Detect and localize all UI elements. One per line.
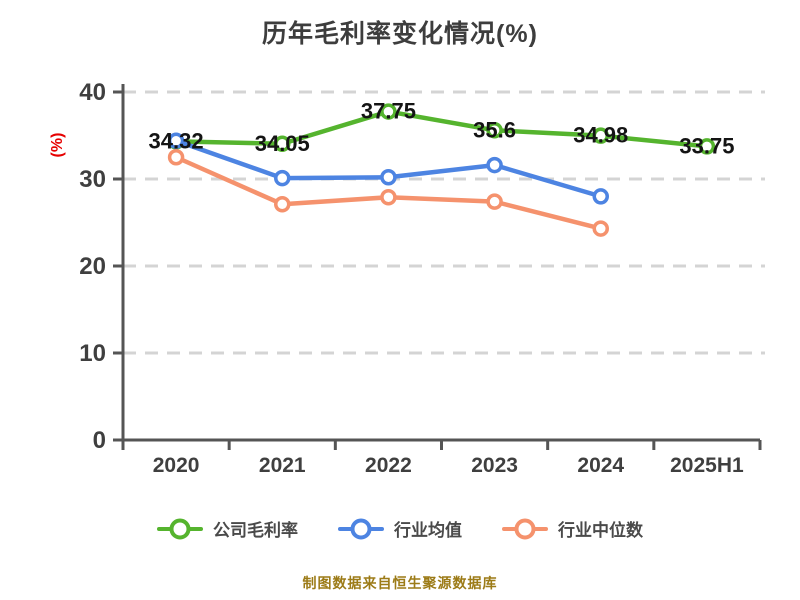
x-tick-label: 2024 <box>577 454 624 477</box>
chart-plot-area: 0 10 20 30 40 2020 2021 2022 2023 2024 2025H1 (%) 34… <box>49 79 765 477</box>
data-point-label: 34.98 <box>573 123 628 148</box>
legend-label: 行业中位数 <box>558 521 643 540</box>
legend-item-industry-median: 行业中位数 <box>502 516 643 541</box>
x-tick-label: 2023 <box>471 454 518 477</box>
y-axis-unit-label: (%) <box>49 133 66 158</box>
data-point-label: 37.75 <box>361 99 416 124</box>
legend-marker-icon <box>502 518 548 539</box>
legend-item-industry-mean: 行业均值 <box>338 516 462 541</box>
data-point-marker <box>167 132 185 149</box>
x-tick-label: 2022 <box>365 454 412 477</box>
legend-label: 行业均值 <box>394 521 462 540</box>
legend-marker-icon <box>157 518 203 539</box>
data-point-marker <box>380 189 397 206</box>
data-point-marker <box>380 169 397 186</box>
series-line-0 <box>173 109 710 149</box>
data-point-label: 34.32 <box>149 128 204 153</box>
data-point-marker <box>592 220 609 237</box>
data-point-marker <box>380 103 397 120</box>
x-tick-label: 2025H1 <box>670 454 744 477</box>
y-tick-label: 30 <box>79 166 106 193</box>
x-tick-label: 2021 <box>259 454 306 477</box>
data-point-marker <box>486 156 503 174</box>
data-point-label: 33.75 <box>679 133 734 158</box>
data-point-label: 35.6 <box>473 117 516 142</box>
source-note: 制图数据来自恒生聚源数据库 <box>302 575 498 591</box>
legend-marker-icon <box>338 518 384 539</box>
y-tick-label: 20 <box>79 253 106 280</box>
data-point-marker <box>486 193 503 210</box>
y-tick-label: 40 <box>79 79 106 106</box>
data-point-marker <box>274 135 291 153</box>
chart-legend: 公司毛利率 行业均值 行业中位数 <box>0 516 800 541</box>
data-point-marker <box>167 149 185 166</box>
data-point-marker <box>592 188 609 205</box>
legend-label: 公司毛利率 <box>213 521 298 540</box>
data-point-marker <box>274 195 291 213</box>
x-tick-label: 2020 <box>153 454 200 477</box>
data-point-marker <box>592 127 609 144</box>
data-point-marker <box>486 122 503 139</box>
legend-item-company-gross-margin: 公司毛利率 <box>157 516 298 541</box>
series-line-1 <box>173 138 603 199</box>
data-point-label: 34.05 <box>255 131 310 156</box>
data-point-marker <box>698 138 716 155</box>
data-point-marker <box>274 169 291 187</box>
y-tick-label: 0 <box>93 427 106 454</box>
y-tick-label: 10 <box>79 340 106 367</box>
chart-title: 历年毛利率变化情况(%) <box>262 20 538 48</box>
